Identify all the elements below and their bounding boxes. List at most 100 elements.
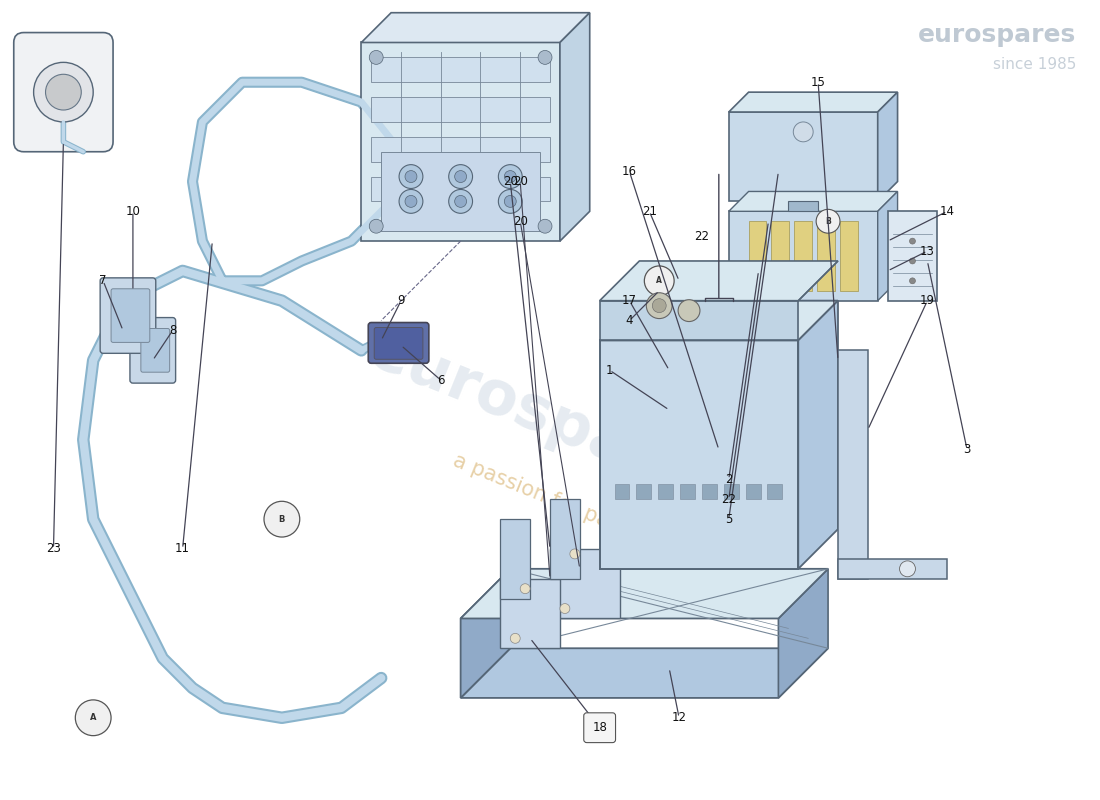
Circle shape [399,190,422,214]
Polygon shape [372,58,550,82]
Circle shape [504,170,516,182]
Polygon shape [779,569,828,698]
Polygon shape [746,485,760,499]
Polygon shape [878,191,898,301]
Text: 20: 20 [513,175,528,188]
Polygon shape [372,177,550,202]
Text: 20: 20 [503,175,518,188]
Circle shape [370,50,383,64]
Polygon shape [728,191,898,211]
Circle shape [504,195,516,207]
Circle shape [405,170,417,182]
Polygon shape [600,301,799,341]
Polygon shape [728,92,898,112]
Polygon shape [728,112,878,202]
Circle shape [647,293,672,318]
Text: 6: 6 [437,374,444,386]
Text: 19: 19 [920,294,935,307]
Polygon shape [637,485,651,499]
Circle shape [910,258,915,264]
Circle shape [405,195,417,207]
Text: 9: 9 [397,294,405,307]
Text: 1: 1 [606,364,614,377]
Polygon shape [768,485,782,499]
FancyBboxPatch shape [141,329,169,372]
Text: 23: 23 [46,542,60,555]
Circle shape [910,238,915,244]
Polygon shape [680,485,695,499]
Text: 16: 16 [621,165,637,178]
Polygon shape [461,569,828,618]
Text: eurospares: eurospares [360,320,740,519]
Polygon shape [817,222,835,290]
Text: 10: 10 [125,205,141,218]
Polygon shape [749,222,767,290]
FancyBboxPatch shape [374,327,422,359]
Polygon shape [461,648,828,698]
FancyBboxPatch shape [130,318,176,383]
Circle shape [816,210,840,233]
Text: 14: 14 [939,205,955,218]
Text: A: A [90,714,97,722]
Polygon shape [550,499,580,578]
Polygon shape [560,13,590,241]
Text: 18: 18 [592,722,607,734]
Circle shape [678,300,700,322]
Polygon shape [372,137,550,162]
Text: 12: 12 [672,711,686,724]
Circle shape [449,190,473,214]
Circle shape [454,195,466,207]
Circle shape [538,50,552,64]
Circle shape [45,74,81,110]
Text: B: B [825,217,830,226]
Circle shape [520,584,530,594]
Polygon shape [461,569,510,698]
Text: eurospares: eurospares [918,22,1076,46]
Text: 22: 22 [694,230,708,242]
FancyBboxPatch shape [584,713,616,742]
Polygon shape [724,485,739,499]
Polygon shape [600,301,838,341]
Circle shape [793,122,813,142]
Polygon shape [702,485,717,499]
Text: 5: 5 [725,513,733,526]
Text: 7: 7 [99,274,107,287]
Polygon shape [658,485,673,499]
Text: 11: 11 [175,542,190,555]
Polygon shape [838,350,868,578]
Circle shape [538,219,552,233]
Circle shape [75,700,111,736]
Polygon shape [838,559,947,578]
Polygon shape [728,211,878,301]
Circle shape [264,502,299,537]
Polygon shape [615,485,629,499]
Polygon shape [840,222,858,290]
Polygon shape [600,261,838,301]
Text: 3: 3 [964,443,971,456]
Circle shape [399,165,422,189]
Text: 4: 4 [626,314,634,327]
Polygon shape [500,519,530,598]
Polygon shape [361,13,590,42]
Text: a passion for parts since 1985: a passion for parts since 1985 [450,451,749,587]
FancyBboxPatch shape [111,289,150,342]
FancyBboxPatch shape [100,278,156,354]
FancyBboxPatch shape [14,33,113,152]
Polygon shape [500,578,560,648]
Text: 8: 8 [169,324,176,337]
Text: B: B [278,514,285,524]
Text: A: A [657,276,662,286]
Circle shape [498,190,522,214]
Text: 2: 2 [725,473,733,486]
Circle shape [454,170,466,182]
Circle shape [510,634,520,643]
Text: 17: 17 [621,294,637,307]
Text: 20: 20 [513,214,528,228]
Polygon shape [878,92,898,202]
Circle shape [560,603,570,614]
Polygon shape [789,202,818,211]
Circle shape [910,278,915,284]
Polygon shape [600,341,799,569]
Polygon shape [550,549,619,618]
Text: 13: 13 [920,245,935,258]
